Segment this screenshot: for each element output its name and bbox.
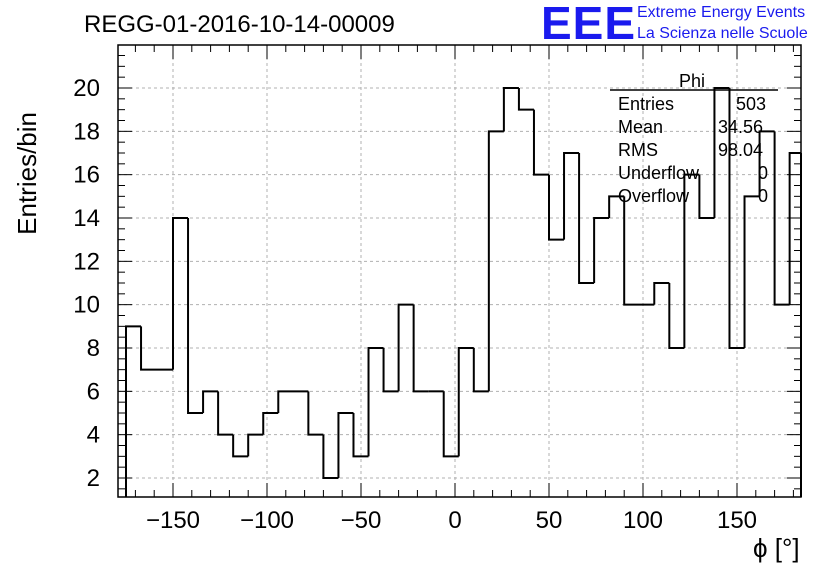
x-tick-label: 50 [536, 507, 563, 534]
histogram-bin [487, 130, 504, 392]
eee-logo-line2: La Scienza nelle Scuole [637, 25, 808, 42]
histogram-bin [442, 391, 459, 458]
histogram-bin [683, 173, 700, 348]
histogram-bin [502, 87, 519, 132]
y-tick-label: 8 [87, 335, 100, 362]
stats-value-rms: 98.04 [718, 140, 764, 160]
x-tick-label: 0 [448, 507, 461, 534]
histogram-bin [457, 347, 474, 457]
histogram-bin [743, 195, 760, 348]
histogram-bin [698, 174, 715, 219]
chart-title: REGG-01-2016-10-14-00009 [84, 11, 395, 38]
x-tick-label: −100 [240, 507, 294, 534]
y-tick-label: 6 [87, 378, 100, 405]
stats-label-underflow: Underflow [618, 163, 700, 183]
y-tick-label: 18 [73, 118, 100, 145]
y-axis-label: Entries/bin [12, 112, 42, 235]
histogram-bin [653, 282, 670, 305]
stats-label-rms: RMS [618, 140, 658, 160]
histogram-bin [548, 174, 565, 241]
stats-value-underflow: 0 [758, 163, 769, 183]
histogram-bin [322, 434, 339, 479]
stats-label-mean: Mean [618, 117, 664, 137]
histogram-bin [247, 433, 264, 457]
stats-value-overflow: 0 [758, 186, 769, 206]
plot-frame [117, 44, 802, 498]
histogram-bin [172, 217, 189, 370]
y-tick-label: 20 [73, 75, 100, 102]
x-tick-label: 150 [717, 507, 757, 534]
histogram-bin [262, 412, 279, 435]
histogram-bin [187, 218, 204, 414]
histogram-bin [728, 88, 745, 349]
stats-title: Phi [679, 71, 706, 91]
histogram-bin [307, 391, 324, 436]
histogram-bin [337, 412, 354, 478]
y-tick-label: 4 [87, 422, 100, 449]
histogram-bin [593, 217, 610, 283]
stats-label-entries: Entries [618, 94, 675, 114]
histogram-bin [623, 196, 655, 306]
histogram-bin [668, 283, 685, 349]
y-tick-label: 10 [73, 292, 100, 319]
y-tick-label: 2 [87, 465, 100, 492]
histogram-bin [367, 347, 384, 457]
histogram-bin [758, 130, 775, 197]
histogram-bin [397, 303, 414, 392]
histogram-bin [217, 391, 234, 436]
y-tick-label: 12 [73, 248, 100, 275]
histogram-bin [563, 152, 580, 240]
stats-value-entries: 503 [736, 94, 767, 114]
y-tick-label: 14 [73, 205, 100, 232]
y-tick-label: 16 [73, 162, 100, 189]
histogram-bin [140, 326, 173, 371]
histogram-bin [352, 413, 369, 458]
x-tick-label: 100 [623, 507, 663, 534]
stats-value-mean: 34.56 [718, 117, 764, 137]
histogram-bin [472, 348, 489, 393]
eee-logo-icon: EEE [541, 0, 637, 49]
histogram-bin [532, 109, 549, 176]
stats-label-overflow: Overflow [618, 186, 690, 206]
histogram-bin [277, 390, 309, 413]
eee-logo-line1: Extreme Energy Events [637, 4, 806, 21]
histogram-bin [125, 325, 142, 497]
histogram-bin [773, 131, 790, 306]
histogram-bin [412, 304, 429, 393]
x-axis-label: ϕ [°] [753, 533, 800, 563]
histogram-bin [713, 87, 730, 218]
histogram-bin [608, 195, 625, 218]
x-tick-label: −150 [146, 507, 200, 534]
x-tick-label: −50 [341, 507, 382, 534]
histogram-bin [578, 153, 595, 284]
histogram-bin [382, 348, 399, 393]
histogram-bin [202, 390, 219, 413]
histogram-bin [517, 88, 534, 111]
histogram-bin [232, 434, 249, 458]
